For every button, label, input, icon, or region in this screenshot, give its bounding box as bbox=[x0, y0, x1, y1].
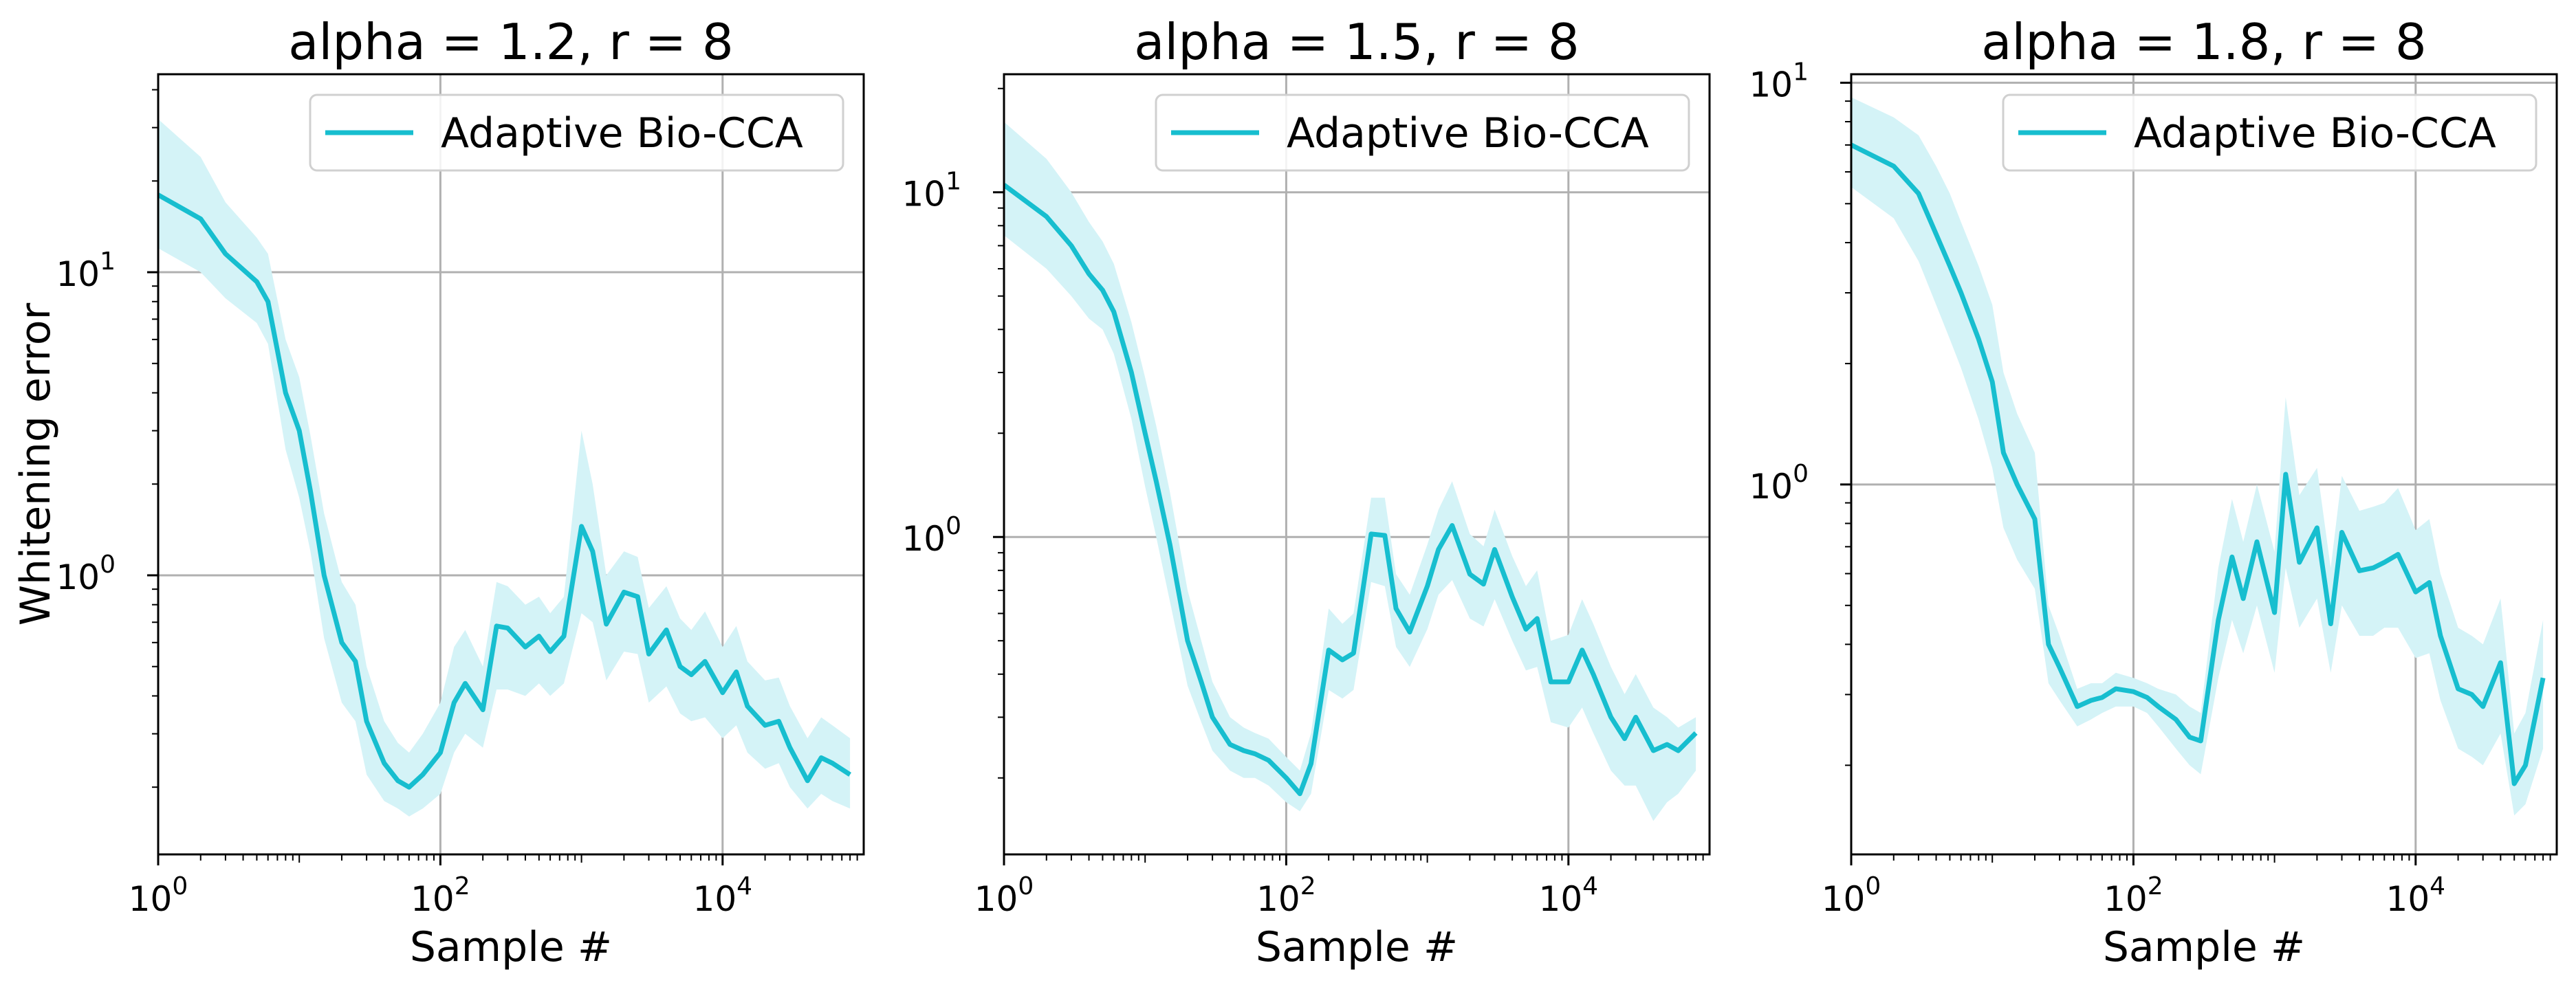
series-line bbox=[1004, 183, 1698, 797]
plot-frame bbox=[157, 73, 865, 856]
series-line bbox=[158, 192, 852, 790]
x-tick-label: 100 bbox=[1822, 872, 1881, 919]
x-tick-label: 100 bbox=[129, 872, 188, 919]
series-line bbox=[1851, 142, 2546, 786]
y-tick-label: 101 bbox=[1749, 58, 1809, 104]
confidence-band bbox=[1851, 97, 2544, 816]
x-axis-label: Sample # bbox=[1256, 923, 1458, 971]
chart-panel-1: 100 102 104 100 101 alpha = 1.2, r = 8 Sample … bbox=[12, 13, 865, 971]
x-tick-label: 104 bbox=[2386, 872, 2446, 919]
x-tick-label: 100 bbox=[974, 872, 1034, 919]
legend-box bbox=[309, 93, 844, 172]
chart-title: alpha = 1.5, r = 8 bbox=[1134, 13, 1579, 71]
chart-title: alpha = 1.2, r = 8 bbox=[288, 13, 733, 71]
chart-panel-3: 100 102 104 100 101 alpha = 1.8, r = 8 Sample … bbox=[1749, 13, 2558, 971]
legend-box bbox=[2002, 93, 2537, 172]
y-tick-label: 100 bbox=[902, 512, 961, 559]
y-tick-label: 100 bbox=[56, 551, 116, 597]
plot-frame bbox=[1003, 73, 1711, 856]
legend: Adaptive Bio-CCA bbox=[2002, 93, 2537, 172]
x-tick-label: 102 bbox=[411, 872, 470, 919]
confidence-band bbox=[1004, 122, 1696, 821]
legend-label: Adaptive Bio-CCA bbox=[1287, 109, 1649, 157]
x-axis-label: Sample # bbox=[2103, 923, 2305, 971]
y-tick-label: 100 bbox=[1749, 460, 1809, 507]
legend-box bbox=[1155, 93, 1690, 172]
y-tick-label: 101 bbox=[902, 168, 961, 214]
y-tick-label: 101 bbox=[56, 247, 116, 294]
x-tick-label: 104 bbox=[693, 872, 753, 919]
chart-title: alpha = 1.8, r = 8 bbox=[1981, 13, 2426, 71]
legend-label: Adaptive Bio-CCA bbox=[441, 109, 803, 157]
legend: Adaptive Bio-CCA bbox=[1155, 93, 1690, 172]
legend: Adaptive Bio-CCA bbox=[309, 93, 844, 172]
x-tick-label: 104 bbox=[1539, 872, 1599, 919]
x-axis-label: Sample # bbox=[410, 923, 612, 971]
x-tick-label: 102 bbox=[1256, 872, 1316, 919]
legend-label: Adaptive Bio-CCA bbox=[2134, 109, 2496, 157]
confidence-band bbox=[158, 119, 851, 817]
plot-frame bbox=[1850, 73, 2558, 856]
y-axis-label: Whitening error bbox=[12, 302, 60, 626]
x-tick-label: 102 bbox=[2104, 872, 2163, 919]
chart-panel-2: 100 102 104 100 101 alpha = 1.5, r = 8 Sample … bbox=[902, 13, 1711, 971]
